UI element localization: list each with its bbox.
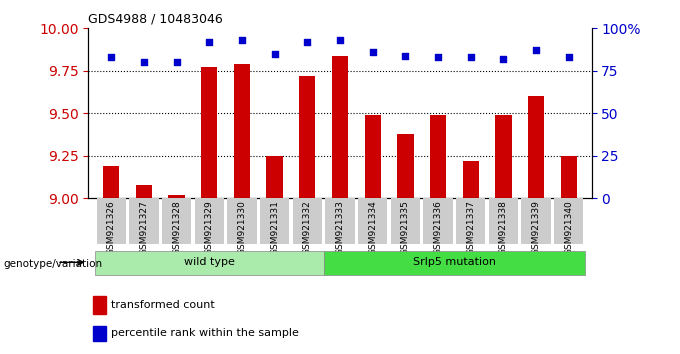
Point bbox=[530, 47, 541, 53]
Bar bbox=[201, 67, 218, 198]
Point bbox=[204, 39, 215, 45]
Text: GDS4988 / 10483046: GDS4988 / 10483046 bbox=[88, 13, 223, 26]
FancyBboxPatch shape bbox=[227, 198, 256, 244]
Point bbox=[139, 59, 150, 65]
Text: wild type: wild type bbox=[184, 257, 235, 267]
Bar bbox=[299, 76, 316, 198]
Bar bbox=[93, 326, 106, 341]
Text: transformed count: transformed count bbox=[111, 300, 215, 310]
Text: GSM921332: GSM921332 bbox=[303, 200, 312, 255]
Text: Srlp5 mutation: Srlp5 mutation bbox=[413, 257, 496, 267]
Text: GSM921335: GSM921335 bbox=[401, 200, 410, 256]
Text: GSM921330: GSM921330 bbox=[237, 200, 246, 256]
Bar bbox=[234, 64, 250, 198]
Bar bbox=[430, 115, 446, 198]
Point bbox=[563, 55, 574, 60]
Bar bbox=[136, 185, 152, 198]
FancyBboxPatch shape bbox=[162, 198, 191, 244]
FancyBboxPatch shape bbox=[194, 198, 224, 244]
Bar bbox=[560, 156, 577, 198]
Bar bbox=[364, 115, 381, 198]
FancyBboxPatch shape bbox=[424, 198, 453, 244]
FancyBboxPatch shape bbox=[325, 198, 355, 244]
Text: GSM921334: GSM921334 bbox=[368, 200, 377, 255]
Text: GSM921329: GSM921329 bbox=[205, 200, 214, 255]
Bar bbox=[495, 115, 511, 198]
Text: GSM921340: GSM921340 bbox=[564, 200, 573, 255]
Bar bbox=[332, 56, 348, 198]
Text: GSM921339: GSM921339 bbox=[532, 200, 541, 256]
Point bbox=[335, 38, 345, 43]
FancyBboxPatch shape bbox=[95, 251, 324, 275]
Point bbox=[367, 49, 378, 55]
FancyBboxPatch shape bbox=[489, 198, 518, 244]
Text: GSM921327: GSM921327 bbox=[139, 200, 148, 255]
FancyBboxPatch shape bbox=[324, 251, 585, 275]
FancyBboxPatch shape bbox=[522, 198, 551, 244]
Text: percentile rank within the sample: percentile rank within the sample bbox=[111, 328, 299, 338]
Text: GSM921331: GSM921331 bbox=[270, 200, 279, 256]
Text: GSM921337: GSM921337 bbox=[466, 200, 475, 256]
Bar bbox=[528, 96, 544, 198]
Point bbox=[400, 53, 411, 58]
Point bbox=[106, 55, 117, 60]
FancyBboxPatch shape bbox=[260, 198, 290, 244]
FancyBboxPatch shape bbox=[358, 198, 388, 244]
Text: GSM921336: GSM921336 bbox=[434, 200, 443, 256]
FancyBboxPatch shape bbox=[390, 198, 420, 244]
Point bbox=[237, 38, 248, 43]
Bar bbox=[93, 296, 106, 314]
Point bbox=[432, 55, 443, 60]
Text: GSM921328: GSM921328 bbox=[172, 200, 181, 255]
Bar bbox=[462, 161, 479, 198]
FancyBboxPatch shape bbox=[129, 198, 158, 244]
Bar bbox=[169, 195, 185, 198]
FancyBboxPatch shape bbox=[292, 198, 322, 244]
Bar bbox=[103, 166, 120, 198]
Point bbox=[171, 59, 182, 65]
FancyBboxPatch shape bbox=[97, 198, 126, 244]
Bar bbox=[397, 134, 413, 198]
Text: GSM921333: GSM921333 bbox=[335, 200, 345, 256]
Text: GSM921326: GSM921326 bbox=[107, 200, 116, 255]
Bar bbox=[267, 156, 283, 198]
FancyBboxPatch shape bbox=[554, 198, 583, 244]
FancyBboxPatch shape bbox=[456, 198, 486, 244]
Point bbox=[498, 56, 509, 62]
Text: GSM921338: GSM921338 bbox=[499, 200, 508, 256]
Point bbox=[465, 55, 476, 60]
Text: genotype/variation: genotype/variation bbox=[3, 259, 103, 269]
Point bbox=[269, 51, 280, 57]
Point bbox=[302, 39, 313, 45]
